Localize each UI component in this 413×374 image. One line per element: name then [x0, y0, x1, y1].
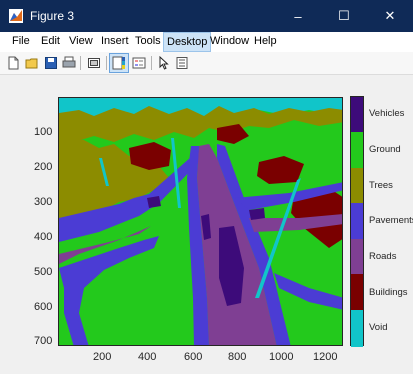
y-tick-label: 700 — [34, 335, 53, 347]
legend-icon[interactable] — [130, 54, 148, 72]
toolbar-separator — [80, 56, 81, 70]
y-tick-label: 500 — [34, 266, 53, 278]
y-tick-label: 400 — [34, 231, 53, 243]
print-icon[interactable] — [60, 54, 78, 72]
figure-toolbar — [0, 52, 413, 75]
y-tick-label: 600 — [34, 301, 53, 313]
pointer-icon[interactable] — [155, 54, 173, 72]
maximize-button[interactable]: ☐ — [321, 0, 367, 32]
x-tick-label: 1000 — [269, 351, 294, 363]
colorbar-label: Trees — [369, 180, 393, 191]
y-tick-label: 300 — [34, 196, 53, 208]
matlab-figure-icon — [9, 9, 23, 23]
menu-file[interactable]: File — [12, 35, 30, 47]
open-file-icon[interactable] — [23, 54, 41, 72]
window-title: Figure 3 — [30, 9, 75, 23]
colorbar-label: Void — [369, 322, 388, 333]
menu-view[interactable]: View — [69, 35, 93, 47]
close-icon: ✕ — [384, 8, 396, 23]
title-bar: Figure 3 – ☐ ✕ — [0, 0, 413, 32]
colorbar-label: Pavements — [369, 215, 413, 226]
property-inspector-icon[interactable] — [173, 54, 191, 72]
colorbar-swatch-trees — [351, 168, 363, 203]
colorbar[interactable] — [350, 96, 364, 347]
toolbar-separator — [106, 56, 107, 70]
y-tick-label: 200 — [34, 161, 53, 173]
segmentation-image[interactable] — [58, 97, 343, 346]
maximize-icon: ☐ — [338, 8, 350, 23]
menu-edit[interactable]: Edit — [41, 35, 60, 47]
x-tick-label: 400 — [138, 351, 157, 363]
new-figure-icon[interactable] — [4, 54, 22, 72]
colorbar-label: Roads — [369, 251, 397, 262]
colorbar-label: Vehicles — [369, 108, 405, 119]
save-icon[interactable] — [42, 54, 60, 72]
x-tick-label: 1200 — [313, 351, 338, 363]
x-tick-label: 600 — [184, 351, 203, 363]
menu-bar: File Edit View Insert Tools Desktop Wind… — [0, 32, 413, 53]
colorbar-swatch-pavements — [351, 203, 363, 239]
toolbar-separator — [151, 56, 152, 70]
close-button[interactable]: ✕ — [367, 0, 413, 32]
minimize-button[interactable]: – — [275, 0, 321, 32]
segmentation-mask — [59, 98, 342, 345]
colorbar-icon[interactable] — [109, 53, 129, 73]
y-tick-label: 100 — [34, 126, 53, 138]
colorbar-label: Buildings — [369, 287, 408, 298]
minimize-icon: – — [294, 8, 302, 24]
x-tick-label: 800 — [228, 351, 247, 363]
colorbar-swatch-roads — [351, 239, 363, 274]
menu-help[interactable]: Help — [254, 35, 277, 47]
x-tick-label: 200 — [93, 351, 112, 363]
menu-desktop[interactable]: Desktop — [162, 32, 212, 52]
link-plot-icon[interactable] — [85, 54, 103, 72]
colorbar-swatch-ground — [351, 132, 363, 168]
menu-tools[interactable]: Tools — [135, 35, 161, 47]
colorbar-swatch-buildings — [351, 274, 363, 310]
menu-insert[interactable]: Insert — [101, 35, 129, 47]
menu-window[interactable]: Window — [210, 35, 250, 47]
colorbar-swatch-void — [351, 310, 363, 347]
colorbar-label: Ground — [369, 144, 401, 155]
colorbar-swatch-vehicles — [351, 97, 363, 132]
